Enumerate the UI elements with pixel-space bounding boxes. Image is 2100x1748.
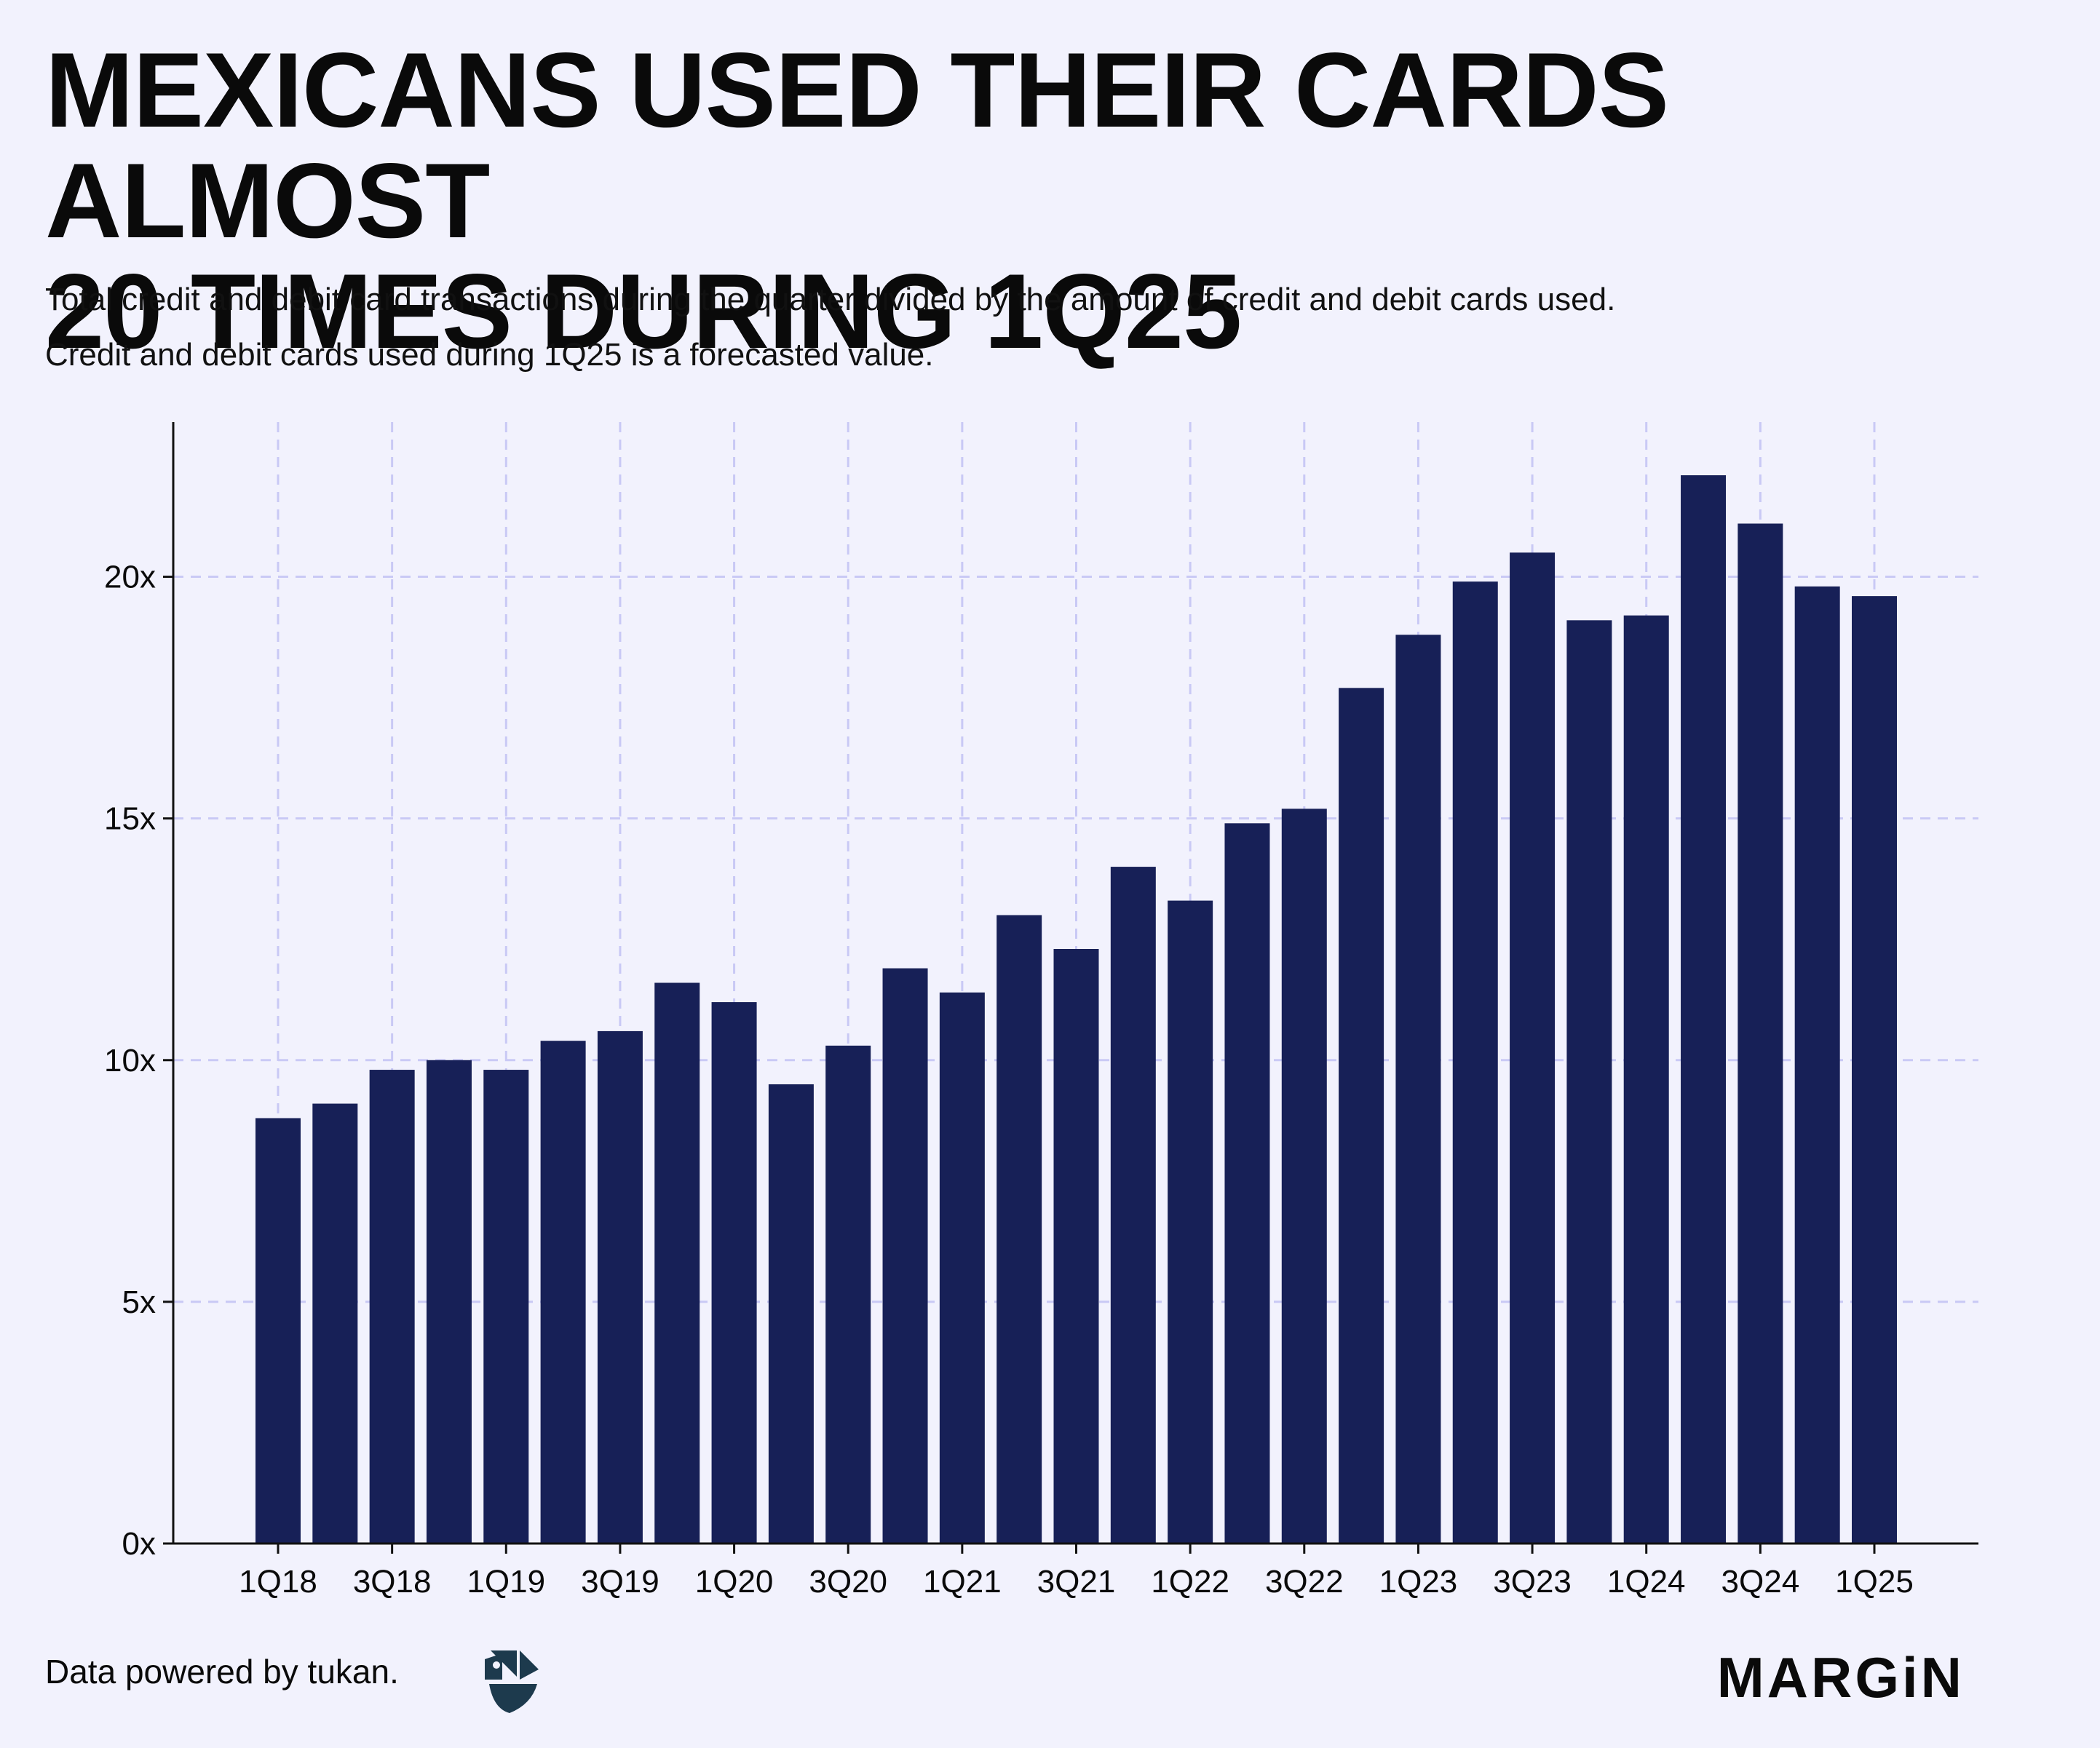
- bar-4q22: [1339, 688, 1384, 1544]
- y-tick-label: 0x: [122, 1526, 156, 1562]
- x-tick-label: 1Q19: [467, 1564, 545, 1600]
- x-tick-label: 3Q23: [1493, 1564, 1572, 1600]
- x-tick-label: 1Q20: [695, 1564, 774, 1600]
- data-credit: Data powered by tukan.: [45, 1653, 399, 1691]
- margin-logo: MARGiN: [1716, 1645, 1965, 1709]
- bar-2q19: [540, 1041, 586, 1544]
- bar-1q24: [1623, 615, 1669, 1544]
- bar-2q23: [1452, 581, 1498, 1544]
- bar-2q24: [1681, 475, 1727, 1544]
- bar-2q22: [1224, 823, 1270, 1544]
- x-tick-label: 3Q18: [353, 1564, 432, 1600]
- tukan-logo-icon: [485, 1650, 539, 1713]
- bar-2q18: [312, 1103, 358, 1544]
- bar-1q18: [255, 1118, 301, 1544]
- bar-1q25: [1852, 596, 1897, 1544]
- bar-4q19: [654, 982, 700, 1544]
- y-tick-label: 15x: [104, 801, 156, 837]
- x-tick-label: 3Q19: [581, 1564, 659, 1600]
- bar-4q20: [882, 968, 928, 1544]
- bar-3q22: [1281, 809, 1327, 1544]
- x-tick-label: 1Q23: [1379, 1564, 1458, 1600]
- bar-2q20: [768, 1084, 814, 1544]
- subtitle-line-2: Credit and debit cards used during 1Q25 …: [45, 337, 934, 373]
- x-tick-label: 1Q22: [1151, 1564, 1229, 1600]
- x-tick-label: 3Q22: [1265, 1564, 1344, 1600]
- bar-4q23: [1566, 620, 1612, 1544]
- bar-2q21: [996, 915, 1042, 1544]
- y-tick-label: 20x: [104, 560, 156, 595]
- bar-3q20: [825, 1045, 871, 1544]
- bar-4q18: [426, 1060, 472, 1544]
- chart-title: MEXICANS USED THEIR CARDS ALMOST 20 TIME…: [45, 35, 2069, 367]
- x-tick-label: 1Q21: [923, 1564, 1002, 1600]
- x-tick-label: 1Q24: [1607, 1564, 1686, 1600]
- y-tick-label: 10x: [104, 1043, 156, 1078]
- bar-chart: 0x 5x 10x 15x 20x 1Q18 3Q18 1Q19 3Q19 1Q20 3Q20 1Q2…: [104, 422, 1978, 1600]
- bar-1q23: [1395, 635, 1441, 1544]
- x-tick-label: 1Q18: [239, 1564, 317, 1600]
- bar-3q19: [597, 1030, 643, 1544]
- bar-3q23: [1510, 552, 1556, 1544]
- subtitle-line-1: Total credit and debit card transactions…: [45, 282, 1616, 317]
- bar-3q18: [369, 1070, 415, 1544]
- x-tick-label: 3Q24: [1721, 1564, 1800, 1600]
- title-line-1: MEXICANS USED THEIR CARDS ALMOST: [45, 31, 1669, 260]
- bar-1q21: [939, 992, 985, 1544]
- x-tick-label: 1Q25: [1835, 1564, 1914, 1600]
- title-line-2: 20 TIMES DURING 1Q25: [45, 252, 1242, 370]
- bar-1q22: [1168, 900, 1213, 1544]
- bar-4q24: [1794, 586, 1840, 1544]
- x-tick-label: 3Q20: [809, 1564, 887, 1600]
- bar-1q20: [711, 1002, 757, 1544]
- bar-3q21: [1053, 949, 1099, 1544]
- y-tick-label: 5x: [122, 1284, 156, 1320]
- x-tick-label: 3Q21: [1037, 1564, 1116, 1600]
- bar-4q21: [1110, 867, 1156, 1544]
- bar-3q24: [1738, 523, 1783, 1544]
- chart-subtitle: Total credit and debit card transactions…: [45, 272, 2054, 383]
- bar-1q19: [483, 1070, 529, 1544]
